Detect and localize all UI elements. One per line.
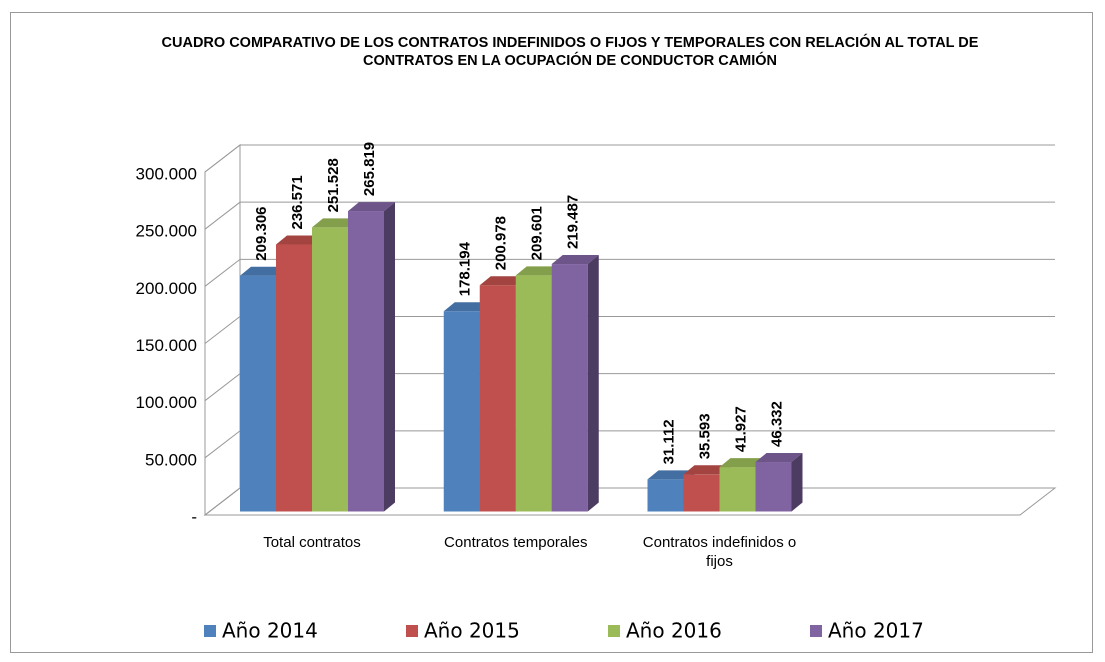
grid-line: [204, 201, 1055, 230]
bar-side: [791, 453, 803, 512]
bar-top: [312, 218, 359, 228]
bar-top: [683, 465, 731, 475]
data-label: 265.819: [361, 142, 378, 196]
x-tick-label: Contratos indefinidos o fijos: [642, 534, 797, 570]
y-tick-label: 150.000: [136, 336, 197, 355]
bar-top: [647, 470, 695, 480]
bar-top: [515, 266, 563, 276]
bar-front: [240, 275, 276, 512]
y-tick-label: 250.000: [136, 222, 197, 241]
y-tick-label: 300.000: [136, 164, 197, 183]
bar: [348, 202, 395, 512]
bar: [551, 255, 599, 512]
bar: [755, 453, 803, 512]
legend-swatch: [608, 625, 620, 637]
bar-front: [276, 244, 312, 512]
grid-line: [204, 258, 1055, 287]
data-label: 251.528: [325, 158, 342, 212]
y-tick-label: 200.000: [136, 279, 197, 298]
data-label: 219.487: [565, 195, 582, 249]
data-label: 41.927: [732, 406, 749, 452]
data-label: 31.112: [660, 419, 677, 464]
data-label: 236.571: [289, 175, 306, 229]
data-label: 46.332: [768, 401, 785, 447]
legend-swatch: [204, 625, 216, 637]
bar-front: [479, 285, 516, 512]
y-tick-label: 100.000: [136, 393, 197, 412]
data-label: 178.194: [457, 241, 474, 296]
data-label: 209.306: [253, 206, 270, 260]
chart-title: CUADRO COMPARATIVO DE LOS CONTRATOS INDE…: [161, 35, 979, 69]
bar-side: [384, 202, 395, 512]
y-tick-label: -: [191, 507, 197, 526]
bar-top: [755, 453, 803, 463]
bar-front: [348, 211, 384, 512]
bar-front: [647, 479, 684, 512]
bar-top: [240, 266, 287, 276]
bar-front: [551, 264, 588, 512]
bar-top: [276, 235, 323, 245]
y-tick-label: 50.000: [145, 450, 197, 469]
bar: [479, 276, 527, 512]
bar-top: [443, 302, 491, 312]
chart-border: [10, 12, 1093, 653]
bar-top: [551, 255, 599, 265]
bar-front: [755, 462, 792, 512]
data-label: 200.978: [493, 216, 510, 270]
x-tick-label: Total contratos: [263, 534, 361, 551]
x-tick-label: Contratos temporales: [444, 534, 588, 551]
legend-swatch: [406, 625, 418, 637]
legend-swatch: [810, 625, 822, 637]
data-label: 209.601: [529, 206, 546, 260]
bar-front: [312, 227, 348, 512]
legend-label: Año 2016: [626, 619, 722, 643]
bar-top: [719, 458, 767, 468]
grid-line: [204, 144, 1055, 173]
bar-front: [719, 467, 756, 512]
bar-front: [683, 474, 720, 512]
legend-label: Año 2014: [222, 619, 318, 643]
bar-front: [515, 275, 552, 512]
data-label: 35.593: [696, 413, 713, 459]
legend-label: Año 2015: [424, 619, 520, 643]
bar-side: [587, 255, 599, 512]
bar-top: [348, 202, 395, 212]
bar-front: [443, 311, 480, 512]
bar-top: [479, 276, 527, 286]
legend-label: Año 2017: [828, 619, 924, 643]
